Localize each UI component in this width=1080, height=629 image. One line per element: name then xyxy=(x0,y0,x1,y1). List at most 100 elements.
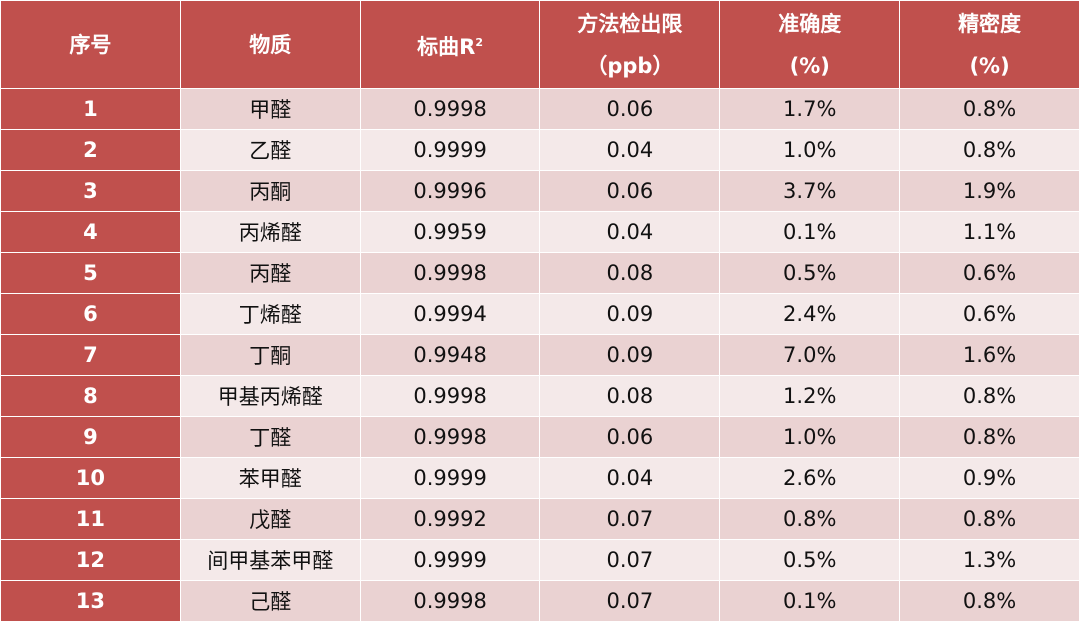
cell-r2: 0.9996 xyxy=(359,170,541,212)
cell-accuracy: 1.0% xyxy=(719,129,901,171)
header-r2-sup: 2 xyxy=(475,35,483,49)
cell-lod: 0.07 xyxy=(539,539,721,581)
cell-substance: 己醛 xyxy=(179,580,361,622)
cell-precision: 1.9% xyxy=(899,170,1080,212)
cell-precision: 0.6% xyxy=(899,252,1080,294)
cell-lod: 0.09 xyxy=(539,293,721,335)
cell-r2: 0.9998 xyxy=(359,580,541,622)
cell-r2: 0.9999 xyxy=(359,457,541,499)
cell-lod: 0.07 xyxy=(539,498,721,540)
header-index: 序号 xyxy=(0,0,181,89)
cell-r2: 0.9998 xyxy=(359,416,541,458)
header-acc-line1: 准确度 xyxy=(778,11,842,36)
cell-substance: 丁醛 xyxy=(179,416,361,458)
header-accuracy: 准确度 (%) xyxy=(719,0,901,89)
cell-accuracy: 0.5% xyxy=(719,252,901,294)
cell-index: 11 xyxy=(0,498,181,540)
cell-accuracy: 0.8% xyxy=(719,498,901,540)
table-row: 2 乙醛 0.9999 0.04 1.0% 0.8% xyxy=(0,129,1080,171)
cell-accuracy: 7.0% xyxy=(719,334,901,376)
cell-precision: 0.9% xyxy=(899,457,1080,499)
cell-r2: 0.9948 xyxy=(359,334,541,376)
cell-lod: 0.06 xyxy=(539,416,721,458)
cell-precision: 0.8% xyxy=(899,375,1080,417)
cell-lod: 0.09 xyxy=(539,334,721,376)
cell-accuracy: 0.1% xyxy=(719,580,901,622)
cell-substance: 甲醛 xyxy=(179,88,361,130)
table-row: 6 丁烯醛 0.9994 0.09 2.4% 0.6% xyxy=(0,293,1080,335)
cell-accuracy: 0.1% xyxy=(719,211,901,253)
cell-precision: 0.8% xyxy=(899,498,1080,540)
header-lod-line2: （ppb） xyxy=(586,53,674,78)
cell-index: 6 xyxy=(0,293,181,335)
cell-accuracy: 1.2% xyxy=(719,375,901,417)
table-row: 4 丙烯醛 0.9959 0.04 0.1% 1.1% xyxy=(0,211,1080,253)
cell-substance: 丙烯醛 xyxy=(179,211,361,253)
cell-substance: 间甲基苯甲醛 xyxy=(179,539,361,581)
cell-substance: 乙醛 xyxy=(179,129,361,171)
cell-r2: 0.9998 xyxy=(359,375,541,417)
header-row: 序号 物质 标曲R2 方法检出限 （ppb） 准确度 (%) 精密度 (%) xyxy=(0,0,1080,89)
header-r2: 标曲R2 xyxy=(359,0,541,89)
cell-r2: 0.9959 xyxy=(359,211,541,253)
cell-r2: 0.9994 xyxy=(359,293,541,335)
cell-substance: 戊醛 xyxy=(179,498,361,540)
cell-precision: 0.8% xyxy=(899,129,1080,171)
cell-accuracy: 1.7% xyxy=(719,88,901,130)
table-row: 1 甲醛 0.9998 0.06 1.7% 0.8% xyxy=(0,88,1080,130)
cell-accuracy: 2.6% xyxy=(719,457,901,499)
cell-r2: 0.9998 xyxy=(359,88,541,130)
cell-lod: 0.08 xyxy=(539,375,721,417)
header-r2-text: 标曲R xyxy=(417,34,476,59)
cell-r2: 0.9992 xyxy=(359,498,541,540)
table-row: 5 丙醛 0.9998 0.08 0.5% 0.6% xyxy=(0,252,1080,294)
cell-index: 3 xyxy=(0,170,181,212)
cell-precision: 0.6% xyxy=(899,293,1080,335)
cell-r2: 0.9998 xyxy=(359,252,541,294)
table-row: 8 甲基丙烯醛 0.9998 0.08 1.2% 0.8% xyxy=(0,375,1080,417)
table-row: 12 间甲基苯甲醛 0.9999 0.07 0.5% 1.3% xyxy=(0,539,1080,581)
header-acc-line2: (%) xyxy=(789,53,830,78)
table-row: 10 苯甲醛 0.9999 0.04 2.6% 0.9% xyxy=(0,457,1080,499)
cell-lod: 0.07 xyxy=(539,580,721,622)
header-lod-line1: 方法检出限 xyxy=(577,11,683,36)
cell-index: 12 xyxy=(0,539,181,581)
header-precision: 精密度 (%) xyxy=(899,0,1080,89)
cell-index: 5 xyxy=(0,252,181,294)
cell-precision: 1.6% xyxy=(899,334,1080,376)
cell-precision: 0.8% xyxy=(899,88,1080,130)
header-lod: 方法检出限 （ppb） xyxy=(539,0,721,89)
cell-precision: 1.1% xyxy=(899,211,1080,253)
cell-lod: 0.08 xyxy=(539,252,721,294)
cell-accuracy: 3.7% xyxy=(719,170,901,212)
cell-accuracy: 2.4% xyxy=(719,293,901,335)
cell-precision: 0.8% xyxy=(899,416,1080,458)
cell-substance: 丙酮 xyxy=(179,170,361,212)
cell-index: 13 xyxy=(0,580,181,622)
cell-precision: 0.8% xyxy=(899,580,1080,622)
cell-index: 8 xyxy=(0,375,181,417)
table-row: 9 丁醛 0.9998 0.06 1.0% 0.8% xyxy=(0,416,1080,458)
cell-substance: 甲基丙烯醛 xyxy=(179,375,361,417)
cell-lod: 0.04 xyxy=(539,457,721,499)
cell-substance: 丁酮 xyxy=(179,334,361,376)
header-prec-line1: 精密度 xyxy=(958,11,1022,36)
cell-r2: 0.9999 xyxy=(359,129,541,171)
cell-substance: 丁烯醛 xyxy=(179,293,361,335)
cell-accuracy: 1.0% xyxy=(719,416,901,458)
cell-index: 10 xyxy=(0,457,181,499)
cell-lod: 0.04 xyxy=(539,211,721,253)
header-substance: 物质 xyxy=(179,0,361,89)
cell-r2: 0.9999 xyxy=(359,539,541,581)
cell-lod: 0.06 xyxy=(539,170,721,212)
table-row: 11 戊醛 0.9992 0.07 0.8% 0.8% xyxy=(0,498,1080,540)
cell-index: 7 xyxy=(0,334,181,376)
table-row: 7 丁酮 0.9948 0.09 7.0% 1.6% xyxy=(0,334,1080,376)
cell-precision: 1.3% xyxy=(899,539,1080,581)
table-row: 3 丙酮 0.9996 0.06 3.7% 1.9% xyxy=(0,170,1080,212)
cell-index: 2 xyxy=(0,129,181,171)
table-row: 13 己醛 0.9998 0.07 0.1% 0.8% xyxy=(0,580,1080,622)
cell-accuracy: 0.5% xyxy=(719,539,901,581)
cell-substance: 苯甲醛 xyxy=(179,457,361,499)
